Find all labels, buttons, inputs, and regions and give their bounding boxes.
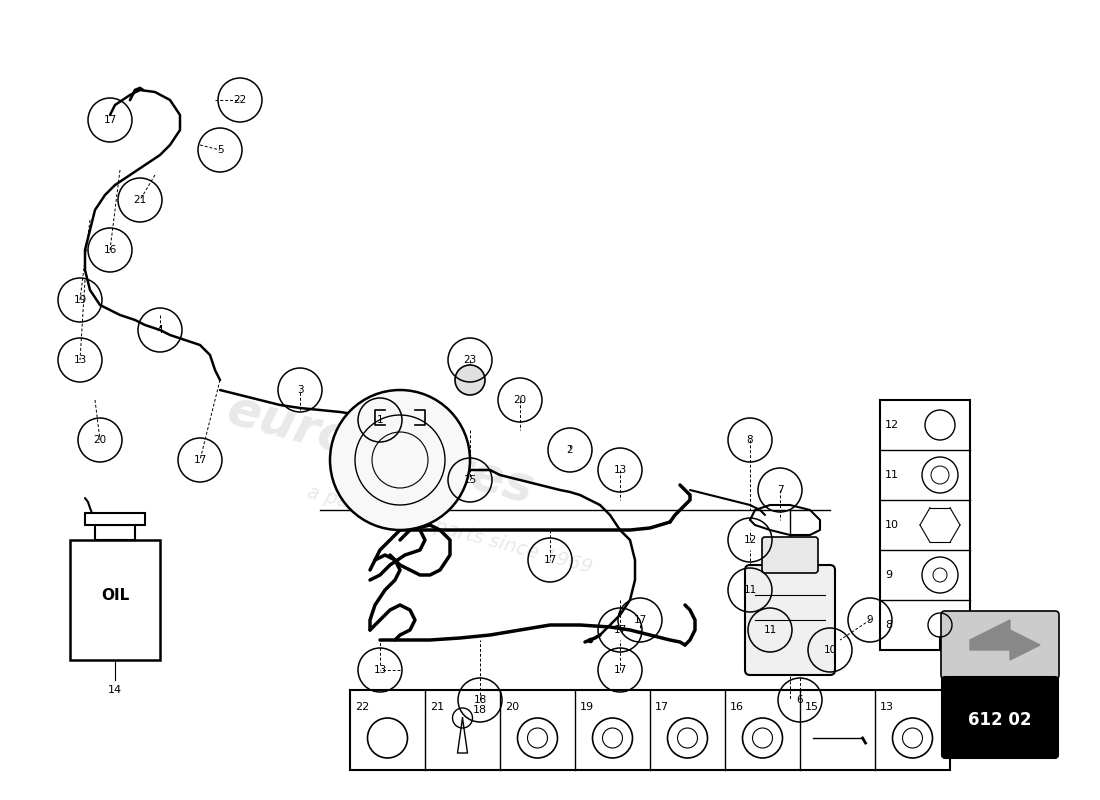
Bar [95, 525, 135, 540]
Text: 20: 20 [94, 435, 107, 445]
Text: 20: 20 [514, 395, 527, 405]
Text: eurospares: eurospares [221, 386, 539, 514]
Bar [70, 540, 160, 660]
Text: 15: 15 [463, 475, 476, 485]
Text: 13: 13 [373, 665, 386, 675]
Text: 18: 18 [473, 695, 486, 705]
Text: 10: 10 [886, 520, 899, 530]
Text: 17: 17 [103, 115, 117, 125]
Text: 2: 2 [566, 445, 573, 455]
Text: 19: 19 [580, 702, 594, 712]
Text: 19: 19 [74, 295, 87, 305]
Text: 3: 3 [297, 385, 304, 395]
Text: 17: 17 [194, 455, 207, 465]
Text: 12: 12 [886, 420, 899, 430]
Text: 11: 11 [744, 585, 757, 595]
Polygon shape [970, 620, 1040, 660]
Text: 7: 7 [777, 485, 783, 495]
Circle shape [455, 365, 485, 395]
Text: 8: 8 [747, 435, 754, 445]
Text: 17: 17 [614, 625, 627, 635]
Text: 612 02: 612 02 [968, 711, 1032, 729]
Text: 4: 4 [156, 325, 163, 335]
Bar [85, 513, 145, 525]
FancyBboxPatch shape [942, 677, 1058, 758]
Text: 10: 10 [824, 645, 837, 655]
Text: 13: 13 [74, 355, 87, 365]
Text: 14: 14 [108, 685, 122, 695]
Text: a passion for parts since 1969: a passion for parts since 1969 [306, 482, 595, 578]
Text: 17: 17 [614, 665, 627, 675]
Bar [350, 690, 950, 770]
Text: 5: 5 [217, 145, 223, 155]
Text: 17: 17 [654, 702, 669, 712]
Text: 12: 12 [744, 535, 757, 545]
Text: 17: 17 [543, 555, 557, 565]
Text: 13: 13 [880, 702, 894, 712]
Text: 8: 8 [886, 620, 892, 630]
Text: 13: 13 [614, 465, 627, 475]
FancyBboxPatch shape [745, 565, 835, 675]
Text: 22: 22 [355, 702, 370, 712]
Text: 11: 11 [763, 625, 777, 635]
Text: 23: 23 [463, 355, 476, 365]
Text: 16: 16 [730, 702, 744, 712]
Text: 21: 21 [133, 195, 146, 205]
Circle shape [330, 390, 470, 530]
Text: 17: 17 [634, 615, 647, 625]
Text: 22: 22 [233, 95, 246, 105]
FancyBboxPatch shape [940, 611, 1059, 679]
Text: 20: 20 [505, 702, 519, 712]
Text: 11: 11 [886, 470, 899, 480]
Text: 18: 18 [473, 705, 487, 715]
Text: 21: 21 [430, 702, 444, 712]
FancyBboxPatch shape [762, 537, 818, 573]
Text: 9: 9 [886, 570, 892, 580]
Text: 6: 6 [796, 695, 803, 705]
Text: 1: 1 [376, 415, 383, 425]
Text: 15: 15 [805, 702, 820, 712]
Text: 9: 9 [867, 615, 873, 625]
Text: 16: 16 [103, 245, 117, 255]
Bar [880, 400, 970, 650]
Text: OIL: OIL [101, 587, 129, 602]
